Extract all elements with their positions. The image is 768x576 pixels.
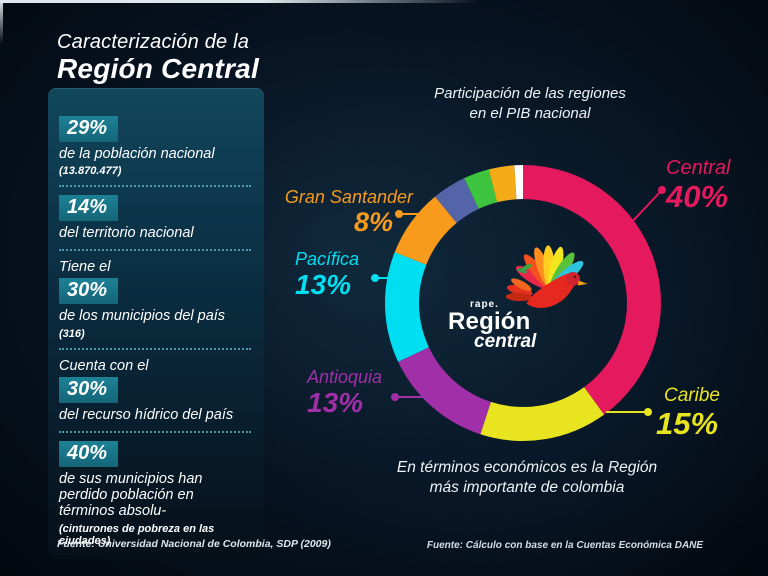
stat-water-percent: 30% xyxy=(59,376,119,403)
chart-title: Participación de las regiones en el PIB … xyxy=(390,84,670,124)
stat-water-description: del recurso hídrico del país xyxy=(59,406,234,423)
source-left: Fuente: Universidad Nacional de Colombia… xyxy=(57,538,331,550)
callout-gran-santander-label: Gran Santander xyxy=(284,187,413,207)
logo-wordmark: rape. Región central xyxy=(448,300,536,352)
donut-segment-small-8 xyxy=(514,165,523,200)
stat-population-percent: 29% xyxy=(59,116,119,142)
logo-rape-text: rape. xyxy=(470,299,499,310)
stat-population: 29% de la población nacional (13.870.477… xyxy=(58,116,251,177)
callout-caribe-value: 15% xyxy=(656,406,719,441)
callout-central-label: Central xyxy=(666,157,731,179)
callout-pacifica-value: 13% xyxy=(295,269,352,300)
chart-caption-line1: En términos económicos es la Región xyxy=(396,459,658,476)
logo-central-text: central xyxy=(474,331,537,353)
source-right: Fuente: Cálculo con base en la Cuentas E… xyxy=(426,540,704,551)
stat-depopulation: 40% de sus municipios han perdido poblac… xyxy=(58,440,251,547)
donut-segment-caribe xyxy=(480,387,605,441)
colorful-bird-icon xyxy=(505,245,588,308)
stat-municipalities-note: (316) xyxy=(59,327,85,340)
callout-antioquia: Antioquia 13% xyxy=(307,368,382,417)
stat-territory-description: del territorio nacional xyxy=(59,225,194,242)
stat-territory: 14% del territorio nacional xyxy=(58,195,251,241)
stat-water: Cuenta con el 30% del recurso hídrico de… xyxy=(58,358,251,423)
page-title-line2: Región Central xyxy=(57,52,259,84)
chart-caption: En términos económicos es la Región más … xyxy=(378,458,676,499)
callout-antioquia-value: 13% xyxy=(307,387,364,418)
callout-central: Central 40% xyxy=(666,158,730,212)
donut-segment-small-7 xyxy=(488,165,517,203)
callout-caribe: Caribe 15% xyxy=(656,386,720,439)
region-central-logo: rape. Región central xyxy=(446,238,606,352)
stat-water-prefix: Cuenta con el xyxy=(59,357,149,374)
callout-antioquia-label: Antioquia xyxy=(307,367,383,387)
donut-segment-small-6 xyxy=(464,169,498,209)
chart-title-line2: en el PIB nacional xyxy=(469,104,591,122)
stat-population-description: de la población nacional xyxy=(59,146,215,162)
callout-pacifica-label: Pacífica xyxy=(295,249,360,269)
callout-caribe-label: Caribe xyxy=(664,385,720,406)
stat-territory-percent: 14% xyxy=(59,195,119,222)
dotted-divider xyxy=(59,249,251,252)
donut-segment-pacífica xyxy=(384,252,429,362)
page-title: Caracterización de la Región Central xyxy=(57,31,259,84)
stat-depopulation-percent: 40% xyxy=(59,440,119,467)
callout-central-value: 40% xyxy=(666,179,729,214)
stat-municipalities-prefix: Tiene el xyxy=(59,259,111,276)
stat-municipalities-description: de los municipios del país xyxy=(59,308,226,325)
donut-segment-small-5 xyxy=(435,178,479,223)
chart-title-line1: Participación de las regiones xyxy=(434,85,626,102)
donut-segment-antioquia xyxy=(398,347,491,435)
stat-municipalities-percent: 30% xyxy=(59,278,119,305)
stat-municipalities: Tiene el 30% de los municipios del país … xyxy=(58,259,251,340)
dotted-divider xyxy=(59,185,251,188)
callout-gran-santander-value: 8% xyxy=(353,207,393,237)
donut-segment-central xyxy=(523,165,661,415)
dotted-divider xyxy=(59,347,251,350)
stat-depopulation-note: (cinturones de pobreza en las ciudades) xyxy=(59,522,215,547)
chart-caption-line2: más importante de colombia xyxy=(429,479,625,497)
callout-gran-santander: Gran Santander 8% xyxy=(285,188,413,236)
stats-panel: 29% de la población nacional (13.870.477… xyxy=(48,88,264,559)
logo-region-text: Región xyxy=(448,307,531,335)
stat-population-note: (13.870.477) xyxy=(59,165,122,178)
frame-corner-top xyxy=(0,0,480,3)
page-title-line1: Caracterización de la xyxy=(57,31,250,53)
donut-segment-gran-santander xyxy=(394,196,457,265)
callout-pacifica: Pacífica 13% xyxy=(295,250,359,299)
donut-chart xyxy=(384,165,661,441)
stat-depopulation-description: de sus municipios han perdido población … xyxy=(59,470,203,520)
frame-corner-left xyxy=(0,0,3,44)
dotted-divider xyxy=(59,430,251,433)
